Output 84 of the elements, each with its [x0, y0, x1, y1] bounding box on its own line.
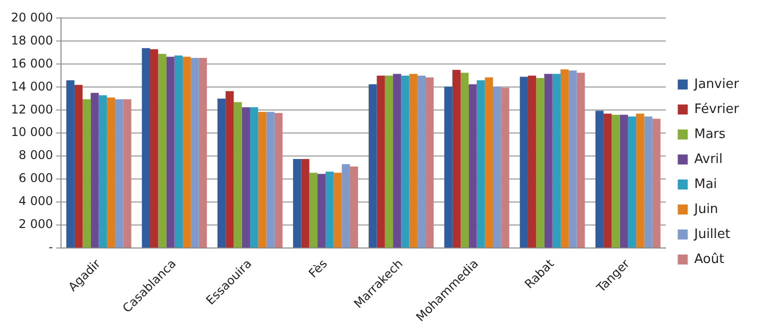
legend-label: Janvier	[693, 76, 740, 92]
bar	[576, 72, 585, 248]
x-tick-label: Fès	[306, 256, 330, 281]
legend-label: Juin	[693, 202, 718, 217]
bar	[66, 80, 74, 248]
y-tick-label: 20 000	[10, 10, 53, 24]
legend-label: Mars	[694, 126, 726, 142]
bar	[628, 116, 636, 248]
bar	[301, 158, 310, 248]
bar	[544, 74, 552, 248]
y-tick-label: 2 000	[18, 217, 53, 232]
bar	[501, 88, 510, 248]
y-tick-label: 18 000	[10, 33, 53, 48]
bar	[452, 70, 461, 248]
y-tick-label: 12 000	[10, 102, 53, 116]
bar	[417, 76, 426, 248]
legend-label: Avril	[694, 152, 723, 167]
bar	[182, 56, 191, 248]
bar	[217, 98, 226, 248]
bar	[568, 70, 577, 248]
bar	[234, 102, 242, 248]
bar	[476, 80, 485, 248]
bar	[317, 174, 326, 248]
y-tick-label: 8 000	[18, 148, 53, 162]
bar	[384, 76, 394, 248]
bar	[266, 112, 274, 248]
bar	[536, 78, 544, 248]
bar	[350, 166, 358, 248]
bar	[636, 114, 644, 248]
bar	[652, 118, 660, 248]
bar	[493, 86, 502, 248]
bar	[309, 172, 318, 248]
bar	[612, 114, 620, 248]
bar	[393, 74, 402, 248]
bar	[644, 116, 652, 248]
bar	[342, 164, 350, 248]
bar	[98, 95, 107, 248]
bar	[242, 107, 250, 248]
bar	[82, 99, 91, 248]
bar	[368, 84, 377, 248]
bar	[250, 107, 258, 248]
bar	[426, 77, 434, 248]
bar	[106, 97, 116, 248]
bar	[460, 72, 469, 248]
legend-label: Mai	[694, 176, 718, 192]
bar	[166, 56, 174, 248]
bar	[484, 77, 494, 248]
bar	[158, 54, 166, 248]
bar	[258, 112, 266, 248]
bar	[595, 110, 604, 248]
bar	[409, 74, 418, 248]
bar	[74, 84, 83, 248]
bar	[150, 49, 158, 248]
legend-label: Juillet	[693, 226, 730, 242]
bar	[90, 92, 99, 248]
bar	[274, 113, 282, 248]
legend-label: Août	[694, 252, 724, 267]
bar	[560, 69, 569, 248]
bar	[468, 84, 477, 248]
legend-label: Février	[694, 102, 740, 117]
y-tick-label: 6 000	[18, 171, 53, 186]
bar	[226, 91, 234, 248]
y-tick-label: 16 000	[10, 56, 53, 70]
bar	[190, 58, 199, 248]
bar	[198, 58, 207, 248]
bar	[520, 76, 528, 248]
bar	[528, 76, 536, 248]
bar	[620, 114, 628, 248]
y-tick-label: 10 000	[10, 125, 53, 140]
bar	[174, 56, 183, 248]
bar	[401, 76, 410, 248]
bar	[552, 74, 560, 248]
bar	[326, 172, 334, 248]
y-tick-label: -	[48, 240, 53, 254]
bar	[604, 114, 612, 248]
bar	[115, 99, 124, 248]
bar	[334, 172, 342, 248]
bar	[444, 86, 452, 248]
bar	[123, 99, 132, 248]
bar	[293, 158, 302, 248]
bar	[142, 48, 150, 248]
y-tick-label: 4 000	[18, 194, 53, 208]
y-tick-label: 14 000	[10, 79, 53, 94]
bar	[376, 76, 385, 248]
